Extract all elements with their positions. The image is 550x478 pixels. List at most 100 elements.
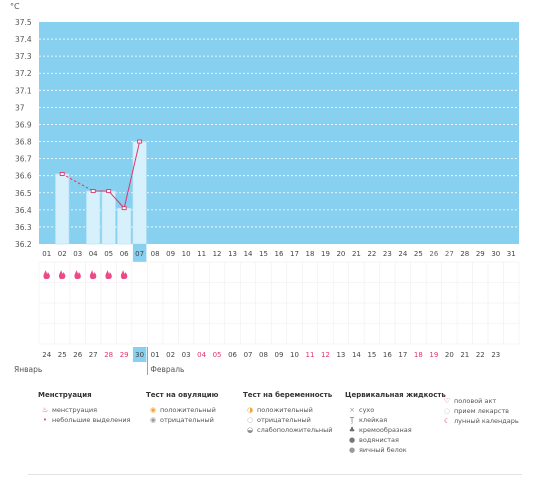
- legend-item-label: кремообразная: [359, 426, 412, 434]
- x-day-label: 20: [336, 250, 345, 258]
- pregnancy-negative-icon: ○: [246, 416, 254, 424]
- legend-item: ○ отрицательный: [243, 415, 333, 425]
- temp-bar: [132, 141, 147, 245]
- menstruation-icon: [74, 270, 81, 279]
- calendar-date-label: 26: [73, 351, 82, 359]
- legend-item: ◌ прием лекарств: [440, 406, 519, 416]
- y-tick-label: 36.2: [15, 240, 32, 249]
- y-tick-label: 36.9: [15, 120, 32, 129]
- x-day-label: 23: [383, 250, 392, 258]
- legend-item: ◉ отрицательный: [146, 415, 219, 425]
- x-day-label: 12: [213, 250, 222, 258]
- x-day-label: 08: [151, 250, 160, 258]
- legend-item: ♡ половой акт: [440, 396, 519, 406]
- calendar-date-label: 07: [244, 351, 253, 359]
- y-tick-label: 37.3: [15, 52, 32, 61]
- bottom-divider: [28, 474, 522, 475]
- x-day-label: 13: [228, 250, 237, 258]
- ovulation-negative-icon: ◉: [149, 416, 157, 424]
- x-day-label: 17: [290, 250, 299, 258]
- legend-group-title: Цервикальная жидкость: [345, 391, 446, 399]
- x-day-label: 31: [507, 250, 516, 258]
- legend-item: ♣ кремообразная: [345, 425, 446, 435]
- lunar-calendar-icon: ☾: [443, 417, 451, 425]
- x-day-label: 26: [429, 250, 438, 258]
- legend-item: ☾ лунный календарь: [440, 416, 519, 426]
- plot-area: [39, 22, 519, 244]
- calendar-date-label: 27: [89, 351, 98, 359]
- menstruation-icon: [58, 270, 66, 279]
- pregnancy-positive-icon: ◑: [246, 406, 254, 414]
- calendar-date-label: 17: [398, 351, 407, 359]
- legend-item: • небольшие выделения: [38, 415, 131, 425]
- x-day-label: 21: [352, 250, 361, 258]
- legend-item-label: прием лекарств: [454, 407, 509, 415]
- y-tick-label: 36.4: [15, 206, 32, 215]
- calendar-date-label: 09: [275, 351, 284, 359]
- y-tick-label: 37.2: [15, 69, 32, 78]
- menstruation-icon: [89, 270, 97, 279]
- legend-group-title: Тест на овуляцию: [146, 391, 219, 399]
- calendar-date-label: 19: [429, 351, 438, 359]
- temp-bar: [55, 173, 70, 245]
- legend-item: ● водянистая: [345, 435, 446, 445]
- legend-item-label: слабоположительный: [257, 426, 333, 434]
- ovulation-positive-icon: ◉: [149, 406, 157, 414]
- x-day-label: 19: [321, 250, 330, 258]
- y-tick-label: 37: [15, 103, 25, 112]
- legend-item-label: водянистая: [359, 436, 399, 444]
- medication-icon: ◌: [443, 407, 451, 415]
- x-day-label: 14: [244, 250, 253, 258]
- legend-item: × сухо: [345, 405, 446, 415]
- watery-icon: ●: [348, 436, 356, 444]
- calendar-date-label: 04: [197, 351, 206, 359]
- legend-group: ♡ половой акт ◌ прием лекарств ☾ лунный кален…: [440, 391, 519, 426]
- y-tick-label: 36.5: [15, 189, 32, 198]
- x-day-label: 11: [197, 250, 206, 258]
- y-unit-label: °C: [10, 2, 20, 11]
- calendar-date-label: 14: [352, 351, 361, 359]
- legend-item: ♨ менструация: [38, 405, 130, 415]
- legend-item-label: положительный: [160, 406, 216, 414]
- x-day-label: 06: [120, 250, 129, 258]
- highlight-day-cell: [132, 244, 147, 262]
- legend-item: ◒ слабоположительный: [243, 425, 333, 435]
- temp-point: [121, 206, 127, 211]
- menstruation-icon: [43, 270, 50, 279]
- legend-item-label: небольшие выделения: [52, 416, 131, 424]
- legend-item-label: половой акт: [454, 397, 497, 405]
- legend-group-title: Менструация: [38, 391, 92, 399]
- spotting-icon: •: [42, 416, 48, 424]
- temp-bar: [117, 207, 132, 245]
- temp-bar: [101, 190, 116, 245]
- calendar-date-label: 06: [228, 351, 237, 359]
- legend-group: Тест на овуляцию ◉ положительный ◉ отрицател…: [146, 391, 219, 425]
- month-label-left: Январь: [14, 365, 42, 374]
- temperature-chart: 37.5 37.4 37.3 37.2 37.1 37 36.9 36.8 36.7 36.6 36…: [10, 2, 520, 375]
- legend-group-title: Тест на беременность: [243, 391, 333, 399]
- calendar-date-label: 05: [213, 351, 222, 359]
- x-day-label: 27: [445, 250, 454, 258]
- y-tick-label: 36.6: [15, 172, 32, 181]
- calendar-date-label: 18: [414, 351, 423, 359]
- calendar-date-label: 28: [104, 351, 113, 359]
- legend-item-label: лунный календарь: [454, 417, 519, 425]
- x-day-label: 22: [367, 250, 376, 258]
- y-tick-label: 37.5: [15, 18, 32, 27]
- calendar-date-label: 13: [336, 351, 345, 359]
- calendar-date-label: 30: [135, 351, 144, 359]
- temp-point: [137, 139, 143, 144]
- y-tick-label: 36.3: [15, 223, 32, 232]
- calendar-date-label: 29: [120, 351, 129, 359]
- legend-item: ● яичный белок: [345, 445, 446, 455]
- calendar-highlight-cell: [132, 347, 147, 362]
- calendar-date-label: 22: [476, 351, 485, 359]
- calendar-date-label: 23: [491, 351, 500, 359]
- x-day-label: 02: [58, 250, 67, 258]
- temp-line-segment: [123, 141, 141, 209]
- calendar-date-label: 24: [42, 351, 51, 359]
- menstruation-icon: ♨: [41, 406, 49, 414]
- calendar-date-label: 21: [460, 351, 469, 359]
- calendar-date-label: 12: [321, 351, 330, 359]
